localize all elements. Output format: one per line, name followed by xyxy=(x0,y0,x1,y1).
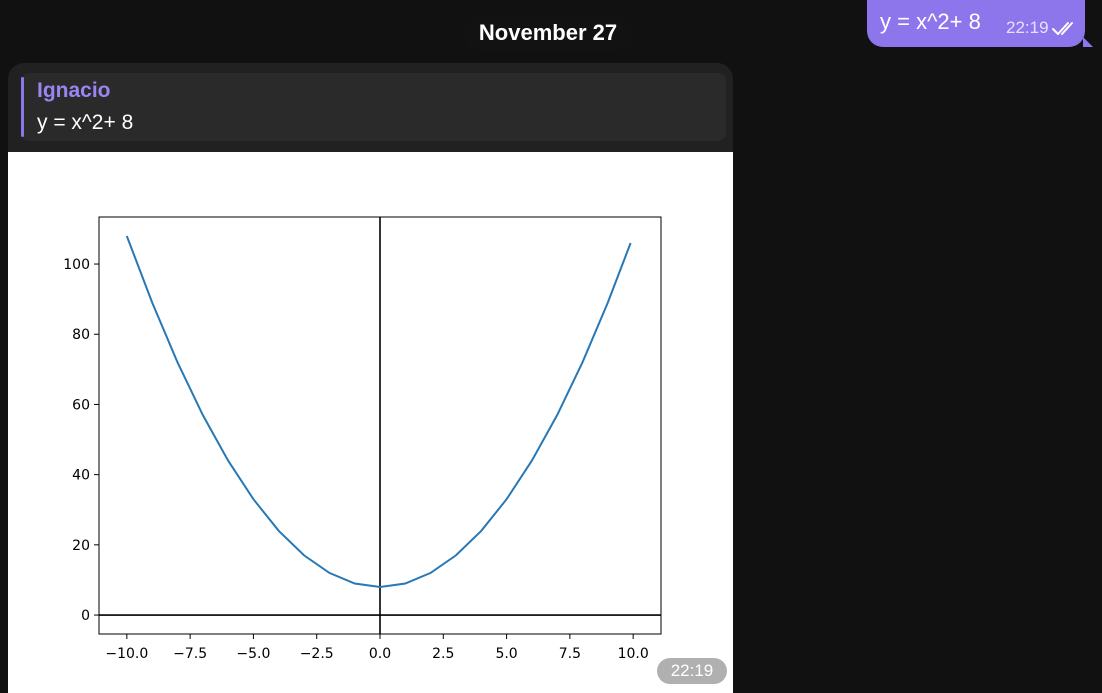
date-separator: November 27 xyxy=(463,14,633,52)
y-tick-label: 20 xyxy=(72,538,90,554)
y-tick-label: 100 xyxy=(63,257,90,273)
outgoing-message-time: 22:19 xyxy=(1006,18,1049,37)
x-tick-label: 10.0 xyxy=(618,646,649,662)
x-tick-label: −5.0 xyxy=(236,646,270,662)
x-tick-label: 0.0 xyxy=(369,646,391,662)
y-tick-label: 0 xyxy=(81,608,90,624)
x-tick-label: −10.0 xyxy=(105,646,148,662)
reply-accent-bar xyxy=(21,77,24,137)
incoming-message-bubble[interactable]: Ignacio y = x^2+ 8 −10.0 −7.5 −5.0 −2.5 0.0 2… xyxy=(8,63,733,693)
parabola-series-line xyxy=(125,235,632,589)
x-tick-label: −2.5 xyxy=(300,646,334,662)
x-tick-label: 5.0 xyxy=(495,646,517,662)
double-check-icon xyxy=(1051,20,1079,41)
outgoing-message-text: y = x^2+ 8 xyxy=(880,9,981,34)
reply-quoted-text: y = x^2+ 8 xyxy=(37,111,134,134)
line-chart: −10.0 −7.5 −5.0 −2.5 0.0 2.5 5.0 7.5 10.0 0 20 40 60… xyxy=(63,216,662,662)
y-tick-label: 60 xyxy=(72,397,90,413)
bubble-tail xyxy=(1083,37,1093,47)
x-tick-label: 2.5 xyxy=(432,646,454,662)
x-tick-label: 7.5 xyxy=(559,646,581,662)
x-tick-label: −7.5 xyxy=(173,646,207,662)
y-tick-label: 40 xyxy=(72,468,90,484)
reply-quote[interactable]: Ignacio y = x^2+ 8 xyxy=(21,73,726,141)
outgoing-message-bubble[interactable]: y = x^2+ 8 22:19 xyxy=(867,0,1093,47)
reply-sender-name: Ignacio xyxy=(37,79,111,102)
chart-image[interactable]: −10.0 −7.5 −5.0 −2.5 0.0 2.5 5.0 7.5 10.0 0 20 40 60… xyxy=(8,152,733,693)
incoming-message-time: 22:19 xyxy=(657,658,727,684)
y-tick-label: 80 xyxy=(72,327,90,343)
